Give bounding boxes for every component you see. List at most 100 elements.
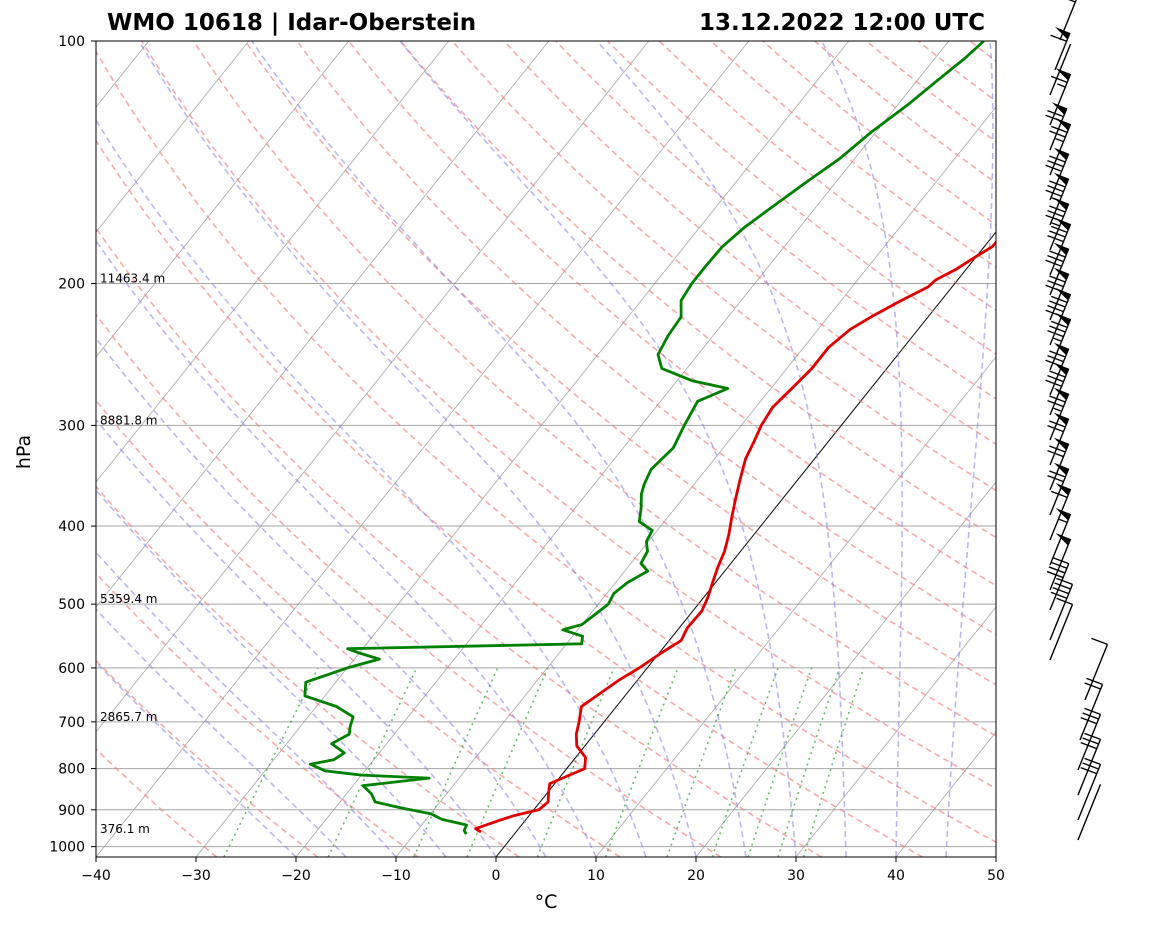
wind-barb — [1045, 242, 1070, 296]
isotherm-line — [795, 606, 996, 857]
dry-adiabat — [658, 41, 996, 312]
x-axis: −40 −30 −20 −10 0 10 20 30 40 50 — [81, 857, 1005, 884]
mixing-ratio-line — [777, 667, 841, 857]
moist-adiabat — [945, 41, 994, 857]
zero-isotherm — [495, 231, 996, 857]
wind-barb — [1045, 267, 1070, 321]
isotherm-line — [895, 731, 996, 857]
isotherm-line — [96, 41, 650, 733]
moist-adiabat — [96, 118, 647, 857]
mixing-ratio-line — [536, 667, 615, 857]
dry-adiabat — [244, 41, 996, 686]
wind-barb — [1046, 556, 1070, 611]
isotherm-line — [995, 856, 996, 857]
dry-adiabat — [399, 41, 996, 539]
isotherm-line — [695, 481, 996, 857]
dry-adiabat — [917, 41, 996, 103]
wind-barb — [1045, 342, 1070, 396]
dry-adiabat — [348, 41, 996, 587]
height-label: 376.1 m — [100, 822, 150, 836]
dry-adiabat — [96, 399, 621, 857]
moist-adiabat — [96, 239, 597, 857]
mixing-ratio-line — [327, 667, 418, 857]
height-label: 5359.4 m — [100, 592, 158, 606]
wind-barb — [1049, 68, 1072, 126]
x-tick-label: −40 — [81, 868, 111, 884]
isotherm-line — [595, 356, 996, 857]
y-tick-label: 800 — [58, 762, 85, 778]
moist-adiabat — [251, 41, 747, 857]
wind-barb — [1049, 508, 1072, 566]
mixing-ratio-line — [604, 667, 679, 857]
dry-adiabat — [192, 41, 996, 737]
wind-barb — [1049, 43, 1072, 96]
wind-barb — [1045, 362, 1070, 416]
dry-adiabat — [96, 659, 318, 857]
datetime-title: 13.12.2022 12:00 UTC — [699, 10, 985, 36]
temperature-trace — [474, 240, 996, 834]
height-labels: 11463.4 m 8881.8 m 5359.4 m 2865.7 m 376.1 m — [100, 272, 165, 837]
dry-adiabat — [96, 485, 520, 857]
x-tick-label: −10 — [381, 868, 411, 884]
wind-barb — [1077, 784, 1102, 841]
dry-adiabat — [607, 41, 996, 356]
y-tick-label: 500 — [58, 597, 85, 613]
y-tick-label: 900 — [58, 803, 85, 819]
mixing-ratio-line — [413, 667, 499, 857]
dry-adiabat — [96, 313, 722, 857]
wind-barbs — [1045, 0, 1109, 841]
x-tick-label: 0 — [492, 868, 501, 884]
mixing-ratio-line — [223, 667, 319, 857]
wind-barb — [1047, 218, 1072, 276]
wind-barb — [1049, 533, 1072, 591]
mixing-ratio-line — [747, 667, 813, 857]
dry-adiabat — [96, 139, 923, 857]
isotherm-line — [195, 41, 850, 857]
isotherm-line — [96, 41, 550, 608]
background-lines — [96, 41, 996, 857]
isotherm-line — [96, 41, 750, 857]
moist-adiabat — [138, 41, 697, 857]
moist-adiabat — [96, 337, 547, 857]
x-tick-label: −30 — [181, 868, 211, 884]
y-axis-label: hPa — [13, 435, 35, 469]
dry-adiabat — [141, 41, 996, 790]
wind-barb — [1049, 118, 1072, 176]
moist-adiabat — [96, 418, 497, 857]
isotherm-line — [96, 41, 250, 233]
isotherm-line — [395, 106, 996, 857]
wind-barb — [1049, 597, 1074, 661]
isotherm-line — [295, 41, 950, 857]
y-axis: 100 200 300 400 500 600 700 800 900 1000 — [49, 34, 96, 856]
wind-barb — [1050, 26, 1071, 71]
mixing-ratio-line — [802, 667, 865, 857]
x-tick-label: 50 — [987, 868, 1005, 884]
isotherm-line — [96, 41, 450, 483]
isotherm-line — [96, 41, 350, 358]
moist-adiabat — [96, 488, 447, 857]
y-tick-label: 300 — [58, 418, 85, 434]
wind-barb — [1049, 483, 1072, 541]
x-tick-label: 10 — [587, 868, 605, 884]
dewpoint-trace — [303, 41, 985, 835]
y-tick-label: 700 — [58, 715, 85, 731]
x-tick-label: 40 — [887, 868, 905, 884]
wind-barb — [1077, 707, 1102, 771]
wind-barb — [1049, 577, 1074, 641]
y-tick-label: 600 — [58, 661, 85, 677]
wind-barb — [1045, 288, 1072, 346]
dry-adiabat — [865, 41, 996, 143]
x-tick-label: −20 — [281, 868, 311, 884]
mixing-ratio-line — [666, 667, 737, 857]
x-tick-label: 30 — [787, 868, 805, 884]
dry-adiabat — [96, 572, 419, 857]
height-label: 8881.8 m — [100, 413, 158, 427]
dry-adiabat — [814, 41, 996, 184]
moist-adiabat — [399, 41, 797, 857]
y-tick-label: 200 — [58, 277, 85, 293]
y-tick-label: 1000 — [49, 840, 85, 856]
moist-adiabat — [820, 41, 903, 857]
moist-adiabat — [596, 41, 847, 857]
plot-frame — [95, 40, 997, 858]
mixing-ratio-line — [466, 667, 549, 857]
